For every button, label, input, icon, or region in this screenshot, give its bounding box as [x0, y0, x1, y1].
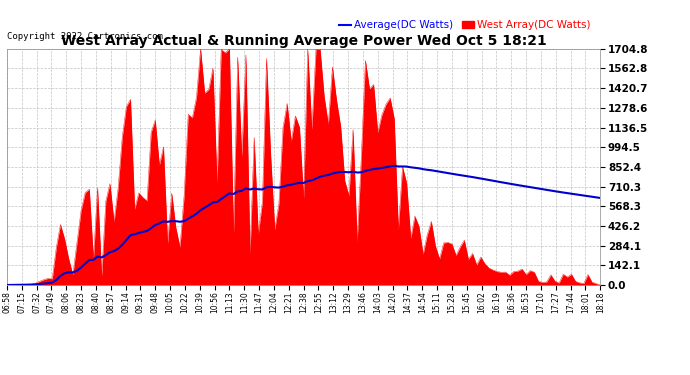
Title: West Array Actual & Running Average Power Wed Oct 5 18:21: West Array Actual & Running Average Powe… [61, 34, 546, 48]
Legend: Average(DC Watts), West Array(DC Watts): Average(DC Watts), West Array(DC Watts) [335, 16, 595, 34]
Text: Copyright 2022 Cartronics.com: Copyright 2022 Cartronics.com [7, 32, 163, 41]
